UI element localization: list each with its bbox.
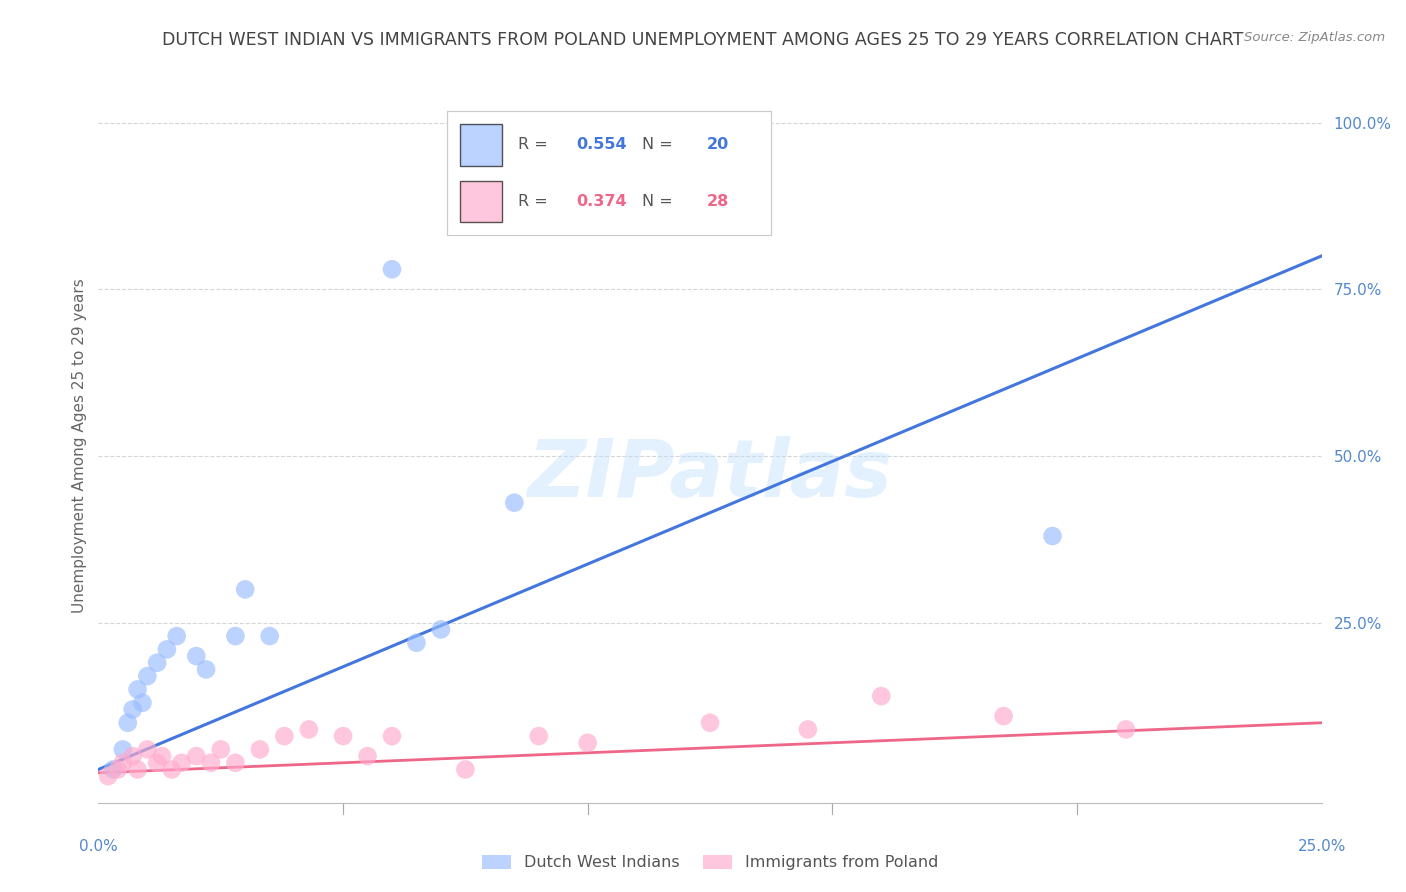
- Point: [699, 715, 721, 730]
- Point: [117, 715, 139, 730]
- Point: [97, 769, 120, 783]
- Point: [156, 642, 179, 657]
- Point: [166, 629, 188, 643]
- Point: [111, 756, 134, 770]
- Point: [186, 649, 208, 664]
- Point: [430, 623, 453, 637]
- Point: [993, 709, 1015, 723]
- Point: [209, 742, 232, 756]
- Point: [160, 763, 183, 777]
- Point: [298, 723, 321, 737]
- Point: [121, 749, 143, 764]
- Point: [1042, 529, 1064, 543]
- Y-axis label: Unemployment Among Ages 25 to 29 years: Unemployment Among Ages 25 to 29 years: [72, 278, 87, 614]
- Point: [576, 736, 599, 750]
- Text: ZIPatlas: ZIPatlas: [527, 435, 893, 514]
- Text: DUTCH WEST INDIAN VS IMMIGRANTS FROM POLAND UNEMPLOYMENT AMONG AGES 25 TO 29 YEA: DUTCH WEST INDIAN VS IMMIGRANTS FROM POL…: [162, 31, 1244, 49]
- Point: [101, 763, 124, 777]
- Point: [503, 496, 526, 510]
- Point: [273, 729, 295, 743]
- Point: [136, 669, 159, 683]
- Point: [186, 749, 208, 764]
- Point: [233, 582, 256, 597]
- Point: [224, 629, 246, 643]
- Point: [195, 662, 218, 676]
- Point: [797, 723, 820, 737]
- Point: [131, 696, 153, 710]
- Point: [107, 763, 129, 777]
- Point: [381, 729, 404, 743]
- Point: [381, 262, 404, 277]
- Point: [1115, 723, 1137, 737]
- Point: [121, 702, 143, 716]
- Text: 25.0%: 25.0%: [1298, 839, 1346, 855]
- Text: 0.0%: 0.0%: [79, 839, 118, 855]
- Point: [127, 682, 149, 697]
- Point: [150, 749, 173, 764]
- Text: Source: ZipAtlas.com: Source: ZipAtlas.com: [1244, 31, 1385, 45]
- Point: [870, 689, 893, 703]
- Point: [224, 756, 246, 770]
- Point: [249, 742, 271, 756]
- Point: [259, 629, 281, 643]
- Point: [136, 742, 159, 756]
- Point: [527, 729, 550, 743]
- Point: [146, 656, 169, 670]
- Point: [454, 763, 477, 777]
- Point: [405, 636, 427, 650]
- Legend: Dutch West Indians, Immigrants from Poland: Dutch West Indians, Immigrants from Pola…: [475, 848, 945, 877]
- Point: [356, 749, 378, 764]
- Point: [146, 756, 169, 770]
- Point: [111, 742, 134, 756]
- Point: [200, 756, 222, 770]
- Point: [332, 729, 354, 743]
- Point: [127, 763, 149, 777]
- Point: [170, 756, 193, 770]
